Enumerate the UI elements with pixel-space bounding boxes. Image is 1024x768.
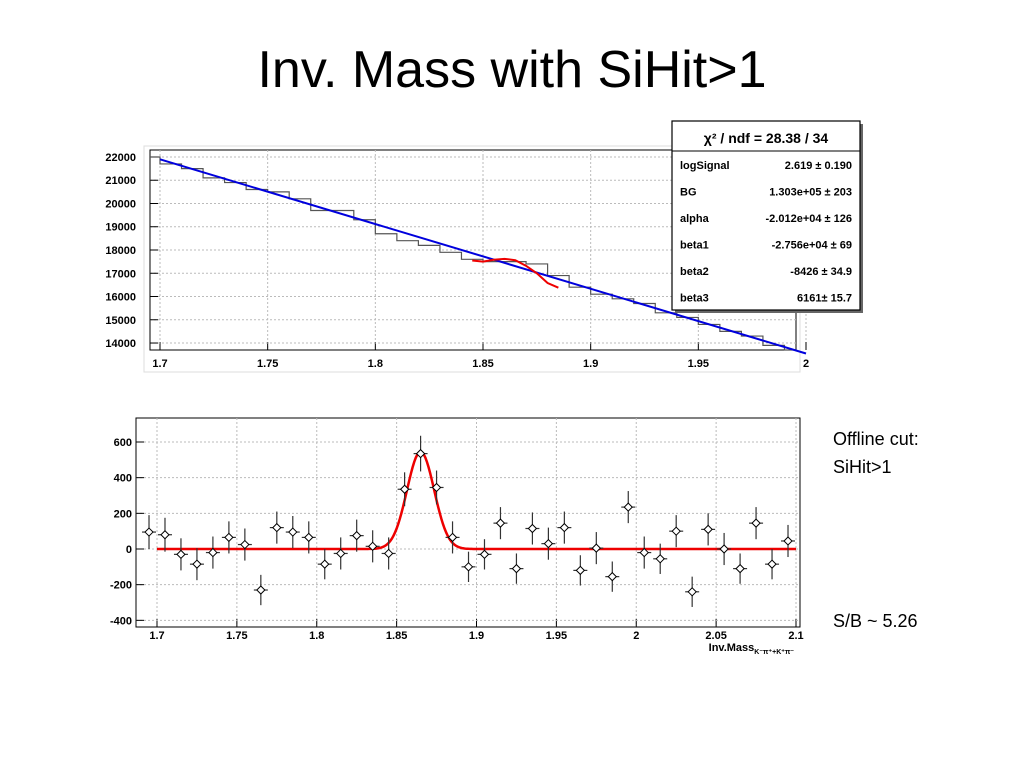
top-x-tick-label: 1.9: [583, 358, 598, 370]
bottom-data-point: [463, 562, 474, 572]
bottom-data-point: [447, 532, 458, 543]
bottom-x-axis-label: Inv.MassK⁻π⁺+K⁺π⁻: [709, 642, 795, 656]
top-y-tick-label: 20000: [105, 198, 136, 210]
bottom-data-point: [192, 559, 202, 569]
bottom-data-point: [431, 482, 442, 493]
stats-param-name: beta1: [680, 240, 709, 252]
bottom-data-point: [240, 539, 250, 550]
bottom-data-point: [639, 547, 649, 558]
stats-param-value: -2.012e+04 ± 126: [766, 213, 852, 225]
bottom-x-tick-label: 1.85: [386, 630, 407, 642]
bottom-x-tick-label: 1.8: [309, 630, 324, 642]
bottom-data-point: [383, 548, 394, 559]
top-y-tick-label: 18000: [105, 245, 136, 257]
bottom-data-point: [751, 518, 761, 528]
bottom-data-point: [735, 563, 745, 574]
stats-param-name: beta3: [680, 293, 709, 305]
bottom-data-point: [367, 541, 378, 552]
bottom-data-point: [687, 587, 697, 597]
bottom-data-point: [495, 518, 506, 528]
bottom-x-tick-label: 1.95: [546, 630, 567, 642]
top-x-tick-label: 1.95: [688, 358, 709, 370]
signal-to-background-label: S/B ~ 5.26: [833, 611, 918, 631]
bottom-y-tick-label: 200: [114, 508, 132, 520]
bottom-data-point: [415, 448, 426, 459]
bottom-data-point: [479, 549, 490, 560]
bottom-x-tick-label: 2: [633, 630, 639, 642]
bottom-data-point: [272, 522, 282, 533]
slide-title: Inv. Mass with SiHit>1: [257, 41, 767, 99]
top-x-tick-label: 1.75: [257, 358, 278, 370]
stats-param-value: -8426 ± 34.9: [790, 266, 852, 278]
bottom-y-tick-label: 0: [126, 544, 132, 556]
bottom-data-point: [256, 585, 266, 595]
top-y-tick-label: 16000: [105, 292, 136, 304]
bottom-data-point: [783, 536, 793, 546]
top-histogram-steps: [150, 156, 796, 351]
bottom-data-point: [288, 527, 298, 537]
bottom-data-point: [623, 502, 633, 512]
bottom-data-point: [351, 530, 362, 541]
stats-param-name: beta2: [680, 266, 709, 278]
top-x-tick-label: 1.85: [472, 358, 493, 370]
bottom-x-tick-label: 2.05: [705, 630, 726, 642]
bottom-data-point: [655, 554, 665, 564]
bottom-data-point: [607, 571, 617, 582]
top-y-tick-label: 15000: [105, 315, 136, 327]
bottom-data-point: [527, 523, 538, 534]
bottom-y-tick-label: 600: [114, 437, 132, 449]
top-y-tick-label: 14000: [105, 338, 136, 350]
bottom-data-point: [591, 543, 602, 553]
bottom-y-tick-label: -200: [110, 580, 132, 592]
top-y-tick-label: 19000: [105, 222, 136, 234]
top-x-tick-label: 2: [803, 358, 809, 370]
stats-param-value: 2.619 ± 0.190: [785, 160, 852, 172]
stats-box: [671, 120, 861, 311]
bottom-x-tick-label: 1.9: [469, 630, 484, 642]
bottom-data-point: [703, 524, 713, 535]
bottom-x-tick-label: 1.75: [226, 630, 247, 642]
bottom-plot-frame: [135, 417, 801, 628]
bottom-data-point: [575, 565, 586, 576]
bottom-data-point: [511, 563, 522, 574]
stats-box-header: χ² / ndf = 28.38 / 34: [704, 130, 829, 146]
bottom-data-point: [543, 538, 554, 549]
stats-param-value: 6161± 15.7: [797, 293, 852, 305]
bottom-data-point: [559, 522, 570, 533]
top-x-tick-label: 1.7: [152, 358, 167, 370]
stats-param-name: BG: [680, 187, 697, 199]
bottom-data-point: [160, 530, 170, 540]
top-background-fit-line: [159, 158, 807, 355]
bottom-data-point: [208, 547, 218, 558]
stats-param-value: -2.756e+04 ± 69: [772, 240, 852, 252]
stats-param-name: alpha: [680, 213, 710, 225]
top-signal-fit-curve: [472, 257, 559, 289]
bottom-data-point: [399, 484, 410, 494]
bottom-y-tick-label: 400: [114, 473, 132, 485]
bottom-data-point: [320, 559, 330, 569]
bottom-data-point: [144, 527, 154, 537]
bottom-data-point: [304, 532, 314, 543]
stats-param-name: logSignal: [680, 160, 730, 172]
top-y-tick-label: 22000: [105, 152, 136, 164]
bottom-data-point: [767, 559, 777, 569]
bottom-data-point: [671, 526, 681, 536]
bottom-x-tick-label: 2.1: [788, 630, 803, 642]
top-y-tick-label: 21000: [105, 175, 136, 187]
bottom-data-point: [719, 544, 729, 554]
bottom-data-point: [336, 548, 346, 559]
offline-cut-value: SiHit>1: [833, 457, 892, 477]
bottom-data-point: [176, 549, 186, 560]
bottom-gaussian-fit-curve: [157, 450, 796, 551]
top-x-tick-label: 1.8: [368, 358, 383, 370]
stats-param-value: 1.303e+05 ± 203: [769, 187, 852, 199]
bottom-y-tick-label: -400: [110, 615, 132, 627]
offline-cut-label: Offline cut:: [833, 429, 919, 449]
bottom-x-tick-label: 1.7: [149, 630, 164, 642]
bottom-data-point: [224, 532, 234, 543]
top-y-tick-label: 17000: [105, 268, 136, 280]
